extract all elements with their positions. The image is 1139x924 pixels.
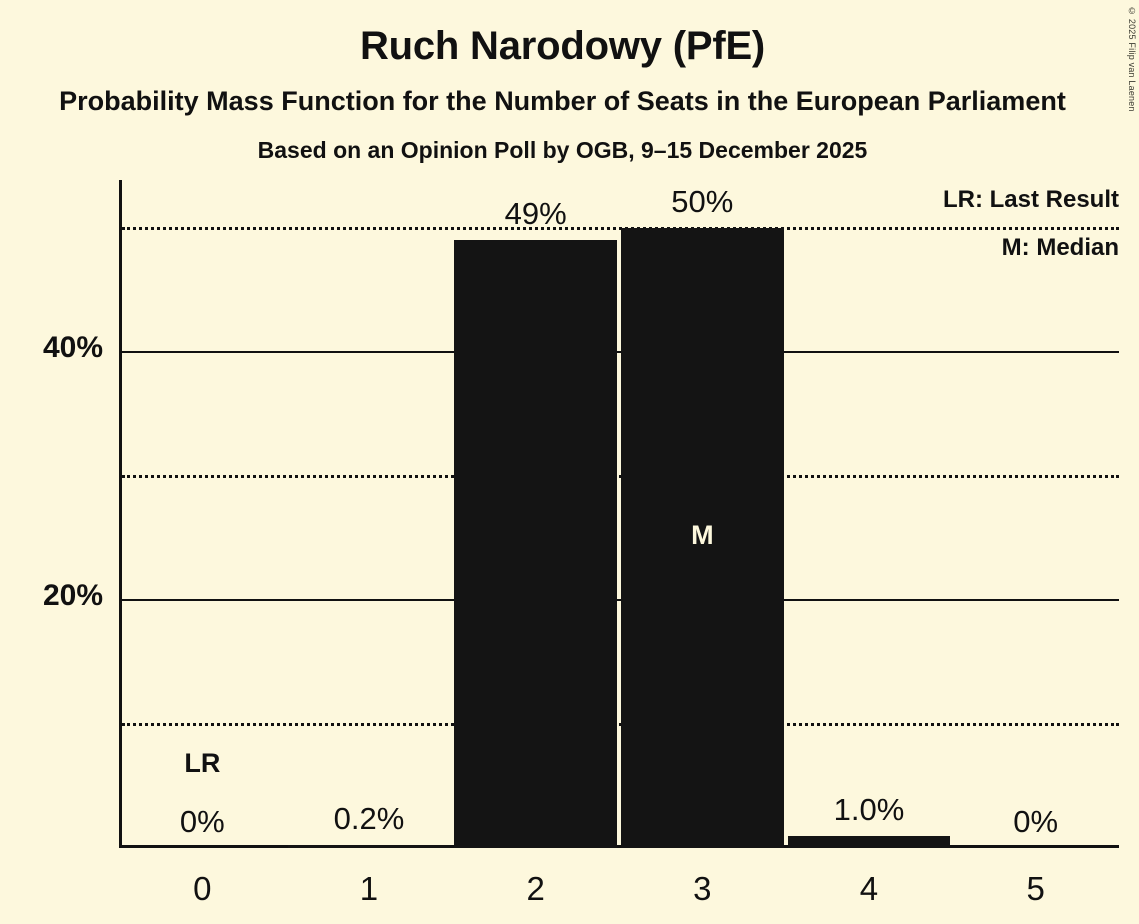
x-tick-label: 0	[193, 870, 212, 907]
legend-median: M: Median	[1001, 234, 1119, 261]
bar	[287, 845, 451, 848]
bar-value-label: 50%	[671, 184, 734, 219]
y-tick-label: 40%	[42, 331, 103, 364]
bar	[787, 835, 951, 848]
gridline-solid	[122, 599, 1119, 601]
chart-subtitle: Probability Mass Function for the Number…	[59, 86, 1066, 116]
gridline-solid	[122, 351, 1119, 353]
gridline-dotted	[122, 227, 1119, 230]
bar	[621, 228, 784, 848]
x-tick-label: 4	[859, 870, 879, 907]
x-tick-label: 5	[1026, 870, 1045, 907]
y-tick-label: 20%	[42, 579, 103, 612]
bar-value-label: 1.0%	[833, 791, 905, 827]
x-tick-label: 1	[359, 870, 379, 907]
gridline-dotted	[122, 475, 1119, 478]
plot-area: 0% 0.2% 49% 50% 1.0% 0% LR M	[119, 180, 1119, 848]
bar-value-label: 0%	[179, 804, 225, 839]
x-axis	[119, 845, 1119, 848]
x-tick-label: 2	[526, 870, 545, 907]
bar-value-label: 49%	[504, 196, 567, 232]
bar-value-label: 0%	[1013, 804, 1059, 839]
x-tick-label: 3	[693, 870, 712, 907]
copyright-notice: © 2025 Filip van Laenen	[1127, 6, 1137, 112]
median-marker: M	[691, 520, 714, 550]
y-axis	[119, 180, 122, 848]
chart-source-caption: Based on an Opinion Poll by OGB, 9–15 De…	[257, 137, 868, 163]
bar	[454, 240, 617, 848]
page-title: Ruch Narodowy (PfE)	[359, 24, 766, 68]
gridline-dotted	[122, 723, 1119, 726]
legend-last-result: LR: Last Result	[942, 186, 1119, 213]
last-result-marker: LR	[184, 748, 221, 778]
bar-value-label: 0.2%	[333, 801, 405, 836]
